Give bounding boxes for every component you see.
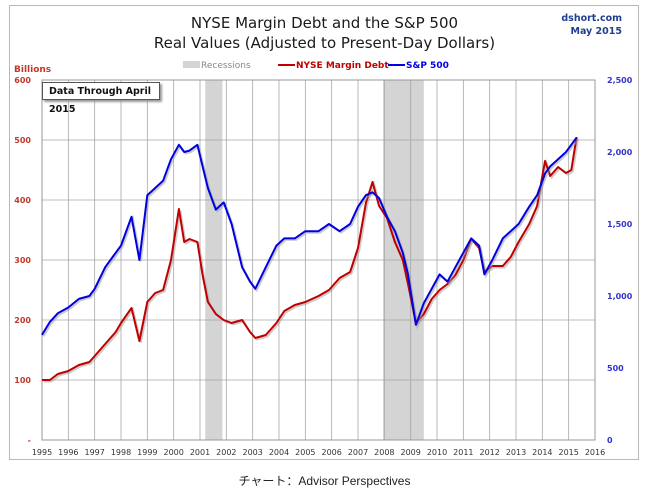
x-tick-label: 2002: [216, 448, 236, 457]
x-tick-label: 2012: [479, 448, 499, 457]
y-left-tick-label: 400: [14, 196, 31, 205]
x-tick-label: 2001: [190, 448, 210, 457]
x-tick-label: 1996: [58, 448, 78, 457]
x-tick-label: 1995: [32, 448, 52, 457]
y-left-tick-label: 600: [14, 76, 31, 85]
x-tick-label: 1999: [137, 448, 157, 457]
margin-debt-line: [42, 136, 578, 381]
x-tick-label: 2015: [558, 448, 578, 457]
x-tick-label: 2000: [163, 448, 183, 457]
y-right-tick-label: 1,500: [607, 220, 633, 229]
legend-margin-debt-label: NYSE Margin Debt: [296, 61, 389, 71]
plot-area-border: [41, 79, 596, 441]
data-through-annotation: Data Through April 2015: [42, 82, 160, 115]
chart-subtitle: Real Values (Adjusted to Present-Day Dol…: [153, 34, 496, 52]
legend-sp500-label: S&P 500: [406, 61, 449, 71]
chart-caption: チャート：Advisor Perspectives: [238, 474, 411, 488]
x-tick-label: 1997: [84, 448, 104, 457]
y-right-tick-label: 2,000: [607, 148, 633, 157]
y-left-axis-title: Billions: [14, 65, 51, 75]
x-tick-label: 2016: [585, 448, 605, 457]
x-tick-label: 2014: [532, 448, 552, 457]
x-tick-label: 2011: [453, 448, 473, 457]
x-tick-label: 2007: [348, 448, 368, 457]
source-site: dshort.com: [561, 13, 622, 24]
x-tick-label: 2006: [321, 448, 341, 457]
x-tick-label: 2005: [295, 448, 315, 457]
source-date: May 2015: [570, 26, 622, 37]
x-tick-label: 2010: [427, 448, 447, 457]
x-tick-label: 2004: [269, 448, 289, 457]
series-shadow: [42, 138, 579, 337]
legend-recessions-swatch: [183, 61, 200, 68]
chart-frame: [9, 5, 639, 460]
series-shadow: [43, 138, 580, 383]
x-tick-label: 2008: [374, 448, 394, 457]
x-tick-label: 1998: [111, 448, 131, 457]
y-right-tick-label: 500: [607, 364, 624, 373]
y-left-tick-label: 100: [14, 376, 31, 385]
y-left-tick-label: 500: [14, 136, 31, 145]
sp500-line: [41, 137, 578, 336]
y-left-tick-label: -: [28, 436, 31, 445]
y-right-tick-label: 2,500: [607, 76, 633, 85]
y-right-tick-label: 0: [607, 436, 613, 445]
chart-title: NYSE Margin Debt and the S&P 500: [190, 14, 459, 32]
x-tick-label: 2009: [400, 448, 420, 457]
x-tick-label: 2013: [506, 448, 526, 457]
y-right-tick-label: 1,000: [607, 292, 633, 301]
y-left-tick-label: 200: [14, 316, 31, 325]
y-left-tick-label: 300: [14, 256, 31, 265]
x-tick-label: 2003: [242, 448, 262, 457]
legend-recessions-label: Recessions: [201, 61, 251, 71]
